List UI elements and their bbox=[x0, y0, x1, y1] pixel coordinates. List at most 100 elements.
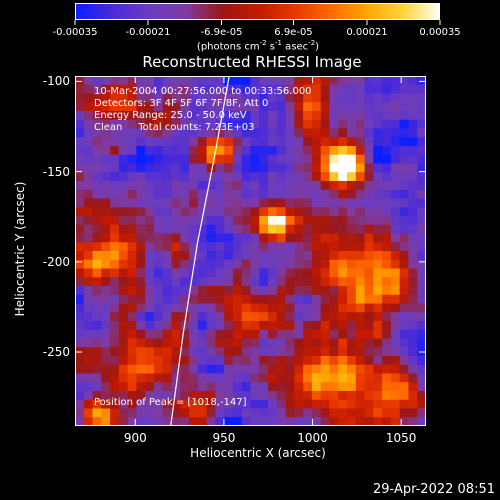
heatmap-cell bbox=[329, 364, 339, 375]
heatmap-cell bbox=[276, 259, 287, 270]
heatmap-cell bbox=[189, 268, 199, 278]
heatmap-cell bbox=[162, 119, 173, 130]
heatmap-cell bbox=[215, 277, 225, 287]
heatmap-cell bbox=[101, 93, 111, 103]
heatmap-cell bbox=[189, 321, 199, 331]
heatmap-cell bbox=[285, 347, 295, 357]
heatmap-cell bbox=[145, 76, 155, 86]
heatmap-cell bbox=[83, 321, 94, 331]
heatmap-cell bbox=[180, 294, 190, 305]
heatmap-cell bbox=[399, 242, 410, 252]
heatmap-cell bbox=[364, 146, 374, 156]
colorbar-tick-label: 6.9e-05 bbox=[274, 27, 313, 38]
heatmap-cell bbox=[171, 268, 181, 278]
heatmap-cell bbox=[232, 102, 243, 112]
heatmap-cell bbox=[232, 408, 243, 418]
heatmap-cell bbox=[259, 294, 269, 305]
heatmap-cell bbox=[276, 111, 287, 121]
heatmap-cell bbox=[241, 216, 252, 226]
heatmap-cell bbox=[311, 251, 322, 261]
heatmap-cell bbox=[189, 84, 199, 95]
heatmap-cell bbox=[259, 198, 269, 208]
heatmap-cell bbox=[215, 251, 225, 261]
heatmap-cell bbox=[92, 251, 102, 261]
heatmap-cell bbox=[92, 224, 102, 235]
heatmap-cell bbox=[110, 84, 120, 95]
heatmap-cell bbox=[390, 303, 401, 313]
heatmap-cell bbox=[171, 277, 181, 287]
heatmap-cell bbox=[303, 312, 313, 322]
heatmap-cell bbox=[276, 198, 287, 208]
heatmap-cell bbox=[215, 128, 225, 138]
heatmap-cell bbox=[118, 119, 129, 130]
heatmap-cell bbox=[276, 163, 287, 173]
x-axis-label: Heliocentric X (arcsec) bbox=[190, 446, 326, 460]
heatmap-cell bbox=[294, 251, 304, 261]
heatmap-cell bbox=[303, 181, 313, 191]
heatmap-cell bbox=[180, 76, 190, 86]
heatmap-cell bbox=[347, 189, 357, 200]
heatmap-cell bbox=[92, 408, 102, 418]
heatmap-cell bbox=[197, 391, 208, 401]
heatmap-cell bbox=[347, 391, 357, 401]
heatmap-cell bbox=[206, 259, 216, 270]
heatmap-cell bbox=[153, 259, 164, 270]
heatmap-cell bbox=[364, 242, 374, 252]
heatmap-cell bbox=[189, 382, 199, 392]
heatmap-cell bbox=[153, 224, 164, 235]
heatmap-cell bbox=[92, 207, 102, 217]
heatmap-cell bbox=[153, 338, 164, 348]
heatmap-cell bbox=[250, 329, 260, 340]
heatmap-cell bbox=[311, 329, 322, 340]
heatmap-cell bbox=[189, 111, 199, 121]
heatmap-cell bbox=[294, 286, 304, 296]
heatmap-cell bbox=[206, 84, 216, 95]
heatmap-cell bbox=[338, 251, 348, 261]
heatmap-cell bbox=[145, 417, 155, 426]
heatmap-cell bbox=[285, 356, 295, 366]
heatmap-cell bbox=[355, 84, 366, 95]
heatmap-cell bbox=[197, 76, 208, 86]
heatmap-cell bbox=[215, 102, 225, 112]
heatmap-cell bbox=[224, 364, 234, 375]
heatmap-cell bbox=[241, 356, 252, 366]
heatmap-cell bbox=[268, 207, 278, 217]
heatmap-cell bbox=[145, 347, 155, 357]
heatmap-cell bbox=[285, 146, 295, 156]
heatmap-cell bbox=[92, 294, 102, 305]
heatmap-cell bbox=[162, 286, 173, 296]
heatmap-cell bbox=[197, 286, 208, 296]
heatmap-cell bbox=[118, 102, 129, 112]
heatmap-cell bbox=[399, 277, 410, 287]
heatmap-cell bbox=[294, 224, 304, 235]
heatmap-cell bbox=[417, 128, 426, 138]
heatmap-cell bbox=[399, 259, 410, 270]
heatmap-cell bbox=[364, 356, 374, 366]
heatmap-cell bbox=[75, 172, 85, 182]
heatmap-cell bbox=[136, 172, 146, 182]
heatmap-cell bbox=[83, 312, 94, 322]
heatmap-cell bbox=[320, 207, 331, 217]
heatmap-cell bbox=[417, 111, 426, 121]
heatmap-cell bbox=[303, 128, 313, 138]
heatmap-cell bbox=[127, 347, 138, 357]
heatmap-cell bbox=[153, 137, 164, 147]
heatmap-cell bbox=[83, 163, 94, 173]
heatmap-cell bbox=[145, 233, 155, 243]
heatmap-cell bbox=[285, 259, 295, 270]
heatmap-cell bbox=[189, 338, 199, 348]
heatmap-cell bbox=[390, 93, 401, 103]
heatmap-cell bbox=[338, 312, 348, 322]
heatmap-cell bbox=[162, 233, 173, 243]
heatmap-cell bbox=[101, 84, 111, 95]
heatmap-cell bbox=[215, 76, 225, 86]
heatmap-cell bbox=[92, 84, 102, 95]
heatmap-cell bbox=[355, 189, 366, 200]
heatmap-cell bbox=[382, 294, 392, 305]
heatmap-cell bbox=[250, 216, 260, 226]
heatmap-cell bbox=[250, 391, 260, 401]
heatmap-cell bbox=[320, 137, 331, 147]
heatmap-cell bbox=[110, 338, 120, 348]
heatmap-cell bbox=[408, 356, 418, 366]
heatmap-cell bbox=[250, 303, 260, 313]
